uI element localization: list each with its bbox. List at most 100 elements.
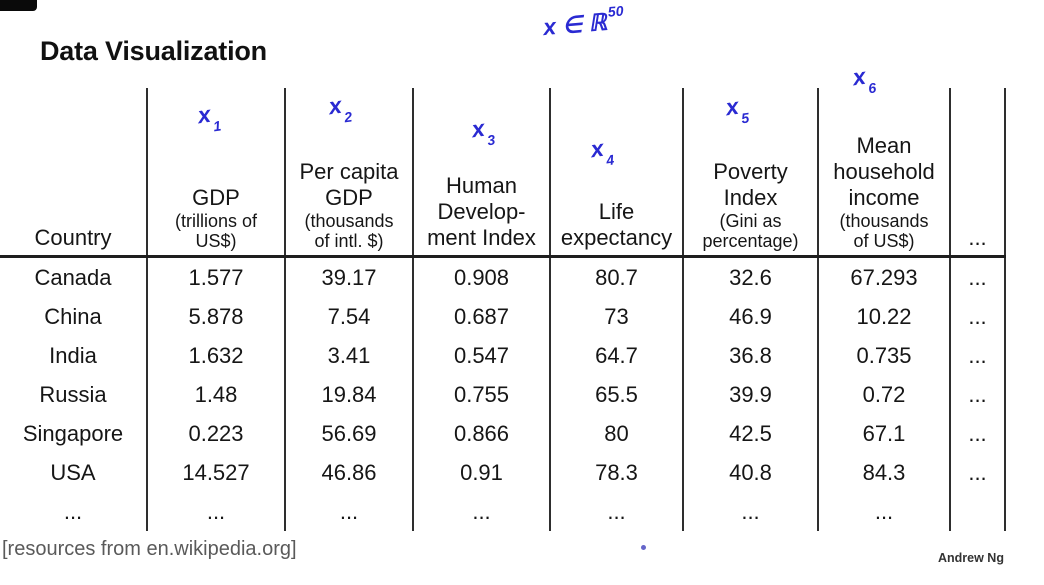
header-line: ment Index (427, 225, 536, 251)
header-unit-line: of intl. $) (314, 230, 384, 251)
table-cell: ... (949, 256, 1006, 297)
table-cell: ... (949, 336, 1006, 375)
table-cell: ... (949, 297, 1006, 336)
table-cell: 39.9 (682, 375, 818, 414)
header-line: Per capita (299, 158, 399, 184)
table-cell: 3.41 (284, 336, 413, 375)
table-cell: ... (817, 492, 950, 531)
column-header-country: Country (0, 88, 147, 258)
table-cell: ... (549, 492, 683, 531)
table-cell: ... (682, 492, 818, 531)
table-cell: 10.22 (817, 297, 950, 336)
header-line: Human (446, 173, 517, 199)
table-cell: 80 (549, 414, 683, 453)
handwritten-x2-annotation: x2 (326, 91, 354, 125)
table-cell: 0.91 (412, 453, 550, 492)
table-cell: ... (949, 453, 1006, 492)
table-cell: USA (50, 459, 96, 485)
table-cell: 1.577 (146, 256, 285, 297)
formula-superscript: 50 (607, 2, 625, 20)
header-line: Life (598, 199, 635, 225)
table-cell: 73 (549, 297, 683, 336)
header-line: Mean (856, 132, 912, 158)
table-cell: 46.9 (682, 297, 818, 336)
table-cell: Canada (34, 264, 112, 290)
table-cell: 39.17 (284, 256, 413, 297)
table-cell: ... (949, 414, 1006, 453)
table-row-: ..................... (0, 492, 1006, 531)
table-row-usa: USA 14.527 46.86 0.91 78.3 40.8 84.3... (0, 453, 1006, 492)
table-cell: India (49, 342, 97, 368)
table-cell: 67.293 (817, 256, 950, 297)
table-cell: 0.735 (817, 336, 950, 375)
stray-pen-dot (641, 545, 646, 550)
author-credit: Andrew Ng (938, 551, 1004, 565)
table-cell: 80.7 (549, 256, 683, 297)
table-cell: 0.547 (412, 336, 550, 375)
table-cell: 0.755 (412, 375, 550, 414)
table-cell: 19.84 (284, 375, 413, 414)
table-cell: 14.527 (146, 453, 285, 492)
page-title: Data Visualization (40, 36, 267, 66)
table-cell: 65.5 (549, 375, 683, 414)
table-cell: 0.866 (412, 414, 550, 453)
source-note: [resources from en.wikipedia.org] (2, 538, 297, 560)
top-edge-ink-mark (0, 0, 37, 11)
table-cell: 56.69 (284, 414, 413, 453)
header-line: income (848, 184, 920, 210)
header-unit-line: percentage) (702, 230, 799, 251)
handwritten-x6-annotation: x6 (850, 62, 878, 96)
column-header-more-columns: ... (949, 88, 1006, 258)
table-cell: China (44, 303, 102, 329)
header-line: ... (968, 225, 987, 251)
header-line: Index (723, 184, 778, 210)
table-row-canada: Canada 1.577 39.17 0.908 80.7 32.6 67.293... (0, 256, 1006, 297)
header-unit-line: (Gini as (719, 210, 782, 231)
handwritten-x1-annotation: x1 (195, 100, 223, 134)
table-row-singapore: Singapore 0.223 56.69 0.866 80 42.5 67.1... (0, 414, 1006, 453)
table-row-russia: Russia 1.48 19.84 0.755 65.5 39.9 0.72... (0, 375, 1006, 414)
header-unit-line: US$) (195, 230, 237, 251)
table-cell: 0.72 (817, 375, 950, 414)
table-cell: 1.48 (146, 375, 285, 414)
table-cell: 46.86 (284, 453, 413, 492)
table-row-india: India 1.632 3.41 0.547 64.7 36.8 0.735... (0, 336, 1006, 375)
column-header-human-development-index: x3 Human Develop-ment Index (412, 88, 550, 258)
header-line: household (833, 158, 935, 184)
table-cell: ... (63, 498, 83, 524)
handwritten-x3-annotation: x3 (469, 114, 497, 148)
table-cell: 0.687 (412, 297, 550, 336)
table-cell: 1.632 (146, 336, 285, 375)
table-cell: 64.7 (549, 336, 683, 375)
country-data-table: Country x1 GDP (trillions of US$) x2 Per capit… (0, 63, 1006, 531)
table-cell: 78.3 (549, 453, 683, 492)
header-unit-line: (trillions of (174, 210, 258, 231)
header-unit-line: (thousands (304, 210, 394, 231)
column-header-poverty-index: x5 Poverty Index (Gini as percentage) (682, 88, 818, 258)
handwritten-x4-annotation: x4 (588, 134, 616, 168)
table-cell: 0.223 (146, 414, 285, 453)
header-row: Country x1 GDP (trillions of US$) x2 Per capit… (0, 63, 1006, 258)
table-cell: 0.908 (412, 256, 550, 297)
table-cell: 32.6 (682, 256, 818, 297)
table-cell: ... (412, 492, 550, 531)
table-cell: Singapore (22, 420, 124, 446)
table-cell: 84.3 (817, 453, 950, 492)
column-header-gdp: x1 GDP (trillions of US$) (146, 88, 285, 258)
handwritten-formula: x ∈ ℝ50 (542, 2, 624, 41)
header-line: GDP (192, 184, 240, 210)
table-cell: 36.8 (682, 336, 818, 375)
table-cell: 42.5 (682, 414, 818, 453)
table-cell: ... (949, 375, 1006, 414)
column-header-per-capita-gdp: x2 Per capita GDP (thousands of intl. $) (284, 88, 413, 258)
table-cell: Russia (39, 381, 107, 407)
column-header-life-expectancy: x4 Life expectancy (549, 88, 683, 258)
header-line: Develop- (437, 199, 526, 225)
header-line: expectancy (560, 225, 673, 251)
header-line: Country (34, 225, 112, 251)
table-cell (949, 492, 1006, 531)
table-cell: 5.878 (146, 297, 285, 336)
header-line: GDP (325, 184, 373, 210)
table-cell: 67.1 (817, 414, 950, 453)
